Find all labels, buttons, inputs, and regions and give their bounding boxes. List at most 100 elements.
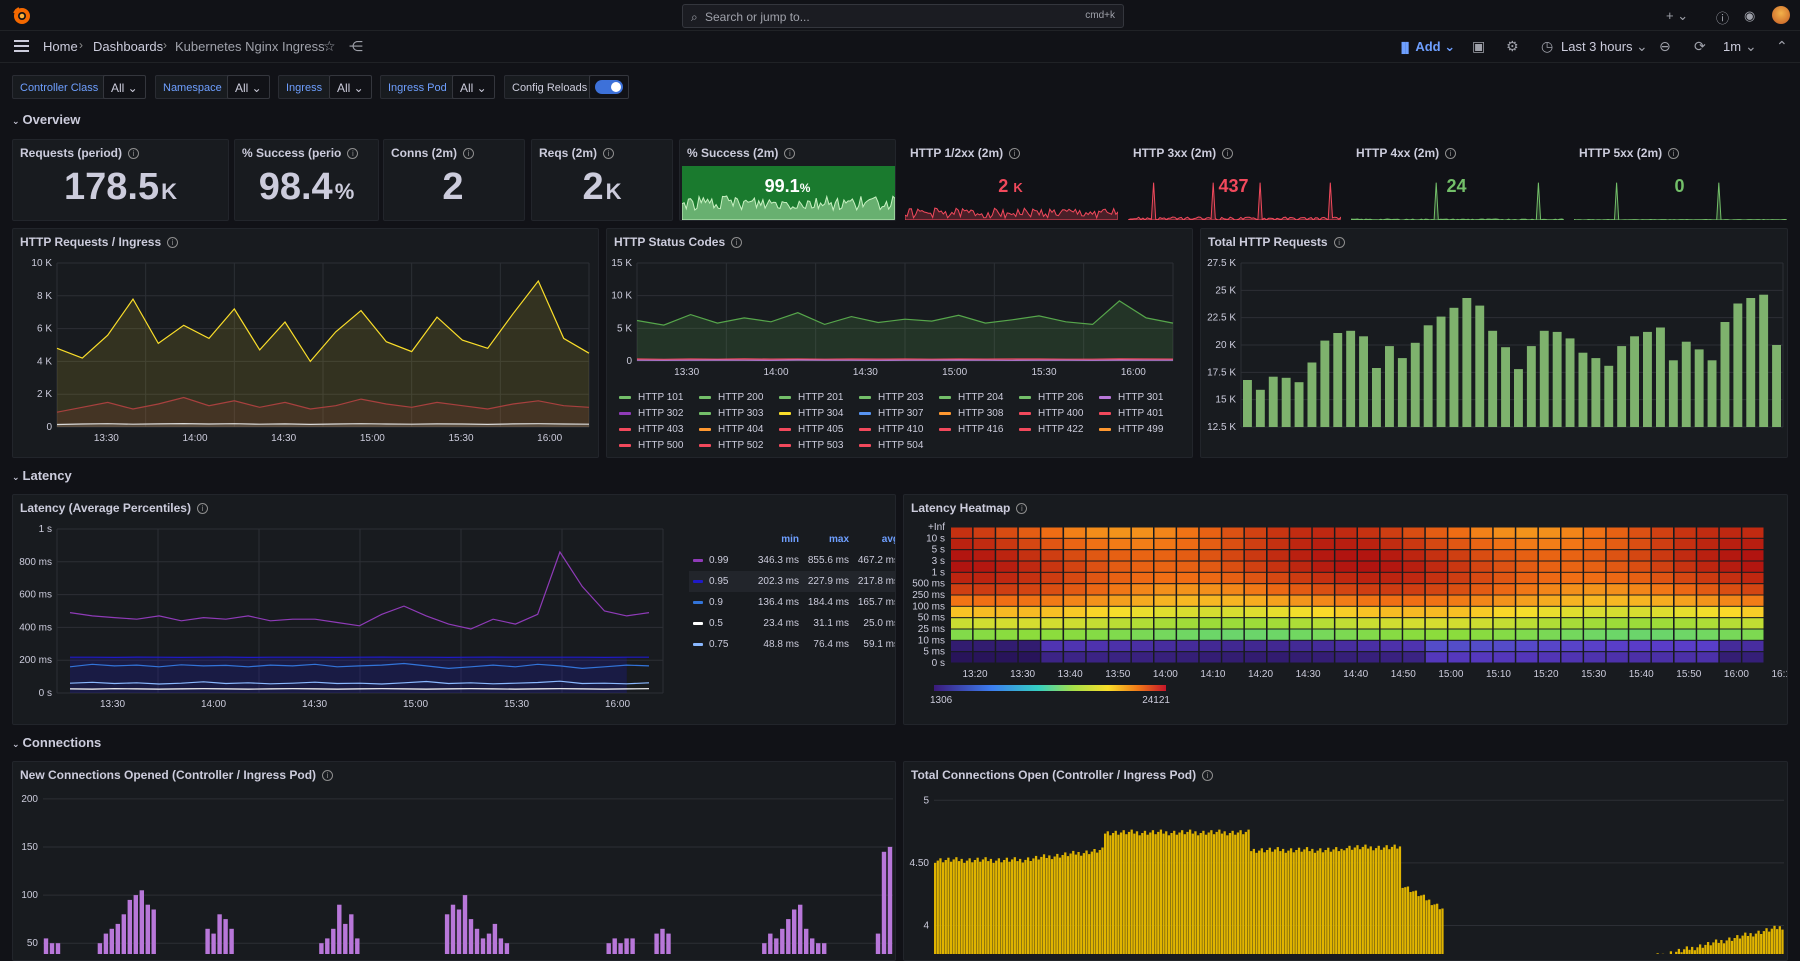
legend-item[interactable]: HTTP 302 (619, 406, 699, 422)
info-icon[interactable]: i (347, 148, 358, 159)
settings-gear-icon[interactable]: ⚙ (1506, 38, 1519, 55)
legend-item[interactable]: HTTP 303 (699, 406, 779, 422)
spark-panel-http-4xx[interactable]: HTTP 4xx (2m)i 24 (1348, 139, 1565, 221)
share-icon[interactable]: ⋲ (349, 38, 363, 55)
legend-item[interactable]: HTTP 504 (859, 438, 939, 454)
bar (1351, 850, 1353, 954)
heatmap-cell (974, 528, 995, 538)
grafana-logo-icon[interactable] (12, 6, 32, 26)
help-icon[interactable]: ⓘ (1716, 8, 1729, 27)
stat-panel-conns[interactable]: Conns (2m)i 2 (383, 139, 525, 221)
legend-item[interactable]: HTTP 307 (859, 406, 939, 422)
info-icon[interactable]: i (1016, 503, 1027, 514)
spark-panel-http-3xx[interactable]: HTTP 3xx (2m)i 437 (1125, 139, 1342, 221)
row-header-overview[interactable]: ⌄Overview (12, 112, 80, 127)
refresh-icon[interactable]: ⟳ (1694, 38, 1706, 55)
col-header-max[interactable]: max (829, 529, 849, 550)
legend-item[interactable]: HTTP 503 (779, 438, 859, 454)
legend-item[interactable]: HTTP 200 (699, 390, 779, 406)
star-icon[interactable]: ☆ (323, 38, 336, 55)
refresh-interval[interactable]: 1m (1723, 39, 1741, 54)
legend-item[interactable]: HTTP 301 (1099, 390, 1179, 406)
col-header-avg[interactable]: avg (882, 529, 896, 550)
menu-toggle-icon[interactable] (14, 40, 29, 52)
legend-item[interactable]: HTTP 502 (699, 438, 779, 454)
legend-item[interactable]: HTTP 304 (779, 406, 859, 422)
legend-item[interactable]: HTTP 405 (779, 422, 859, 438)
info-icon[interactable]: i (322, 770, 333, 781)
info-icon[interactable]: i (197, 503, 208, 514)
legend-item[interactable]: HTTP 499 (1099, 422, 1179, 438)
legend-item[interactable]: HTTP 403 (619, 422, 699, 438)
add-button[interactable]: ▐▌ Add ⌄ (1398, 39, 1455, 55)
spark-panel-http-1-2xx[interactable]: HTTP 1/2xx (2m)i 2 K (902, 139, 1119, 221)
legend-item[interactable]: HTTP 410 (859, 422, 939, 438)
stat-panel-requests-period[interactable]: Requests (period)i 178.5K (12, 139, 229, 221)
collapse-up-icon[interactable]: ⌃ (1776, 38, 1788, 55)
info-icon[interactable]: i (731, 237, 742, 248)
legend-item[interactable]: HTTP 416 (939, 422, 1019, 438)
var-select-ingress[interactable]: All ⌄ (329, 75, 372, 99)
info-icon[interactable]: i (1009, 148, 1020, 159)
panel-total-connections[interactable]: Total Connections Open (Controller / Ing… (903, 761, 1788, 961)
var-select-namespace[interactable]: All ⌄ (227, 75, 270, 99)
info-icon[interactable]: i (784, 148, 795, 159)
row-header-latency[interactable]: ⌄Latency (12, 468, 72, 483)
info-icon[interactable]: i (1334, 237, 1345, 248)
chevron-down-icon[interactable]: ⌄ (1745, 38, 1757, 55)
config-reloads-toggle[interactable] (595, 80, 623, 94)
info-icon[interactable]: i (1668, 148, 1679, 159)
time-range-picker[interactable]: Last 3 hours (1561, 39, 1633, 54)
legend-item[interactable]: HTTP 308 (939, 406, 1019, 422)
user-avatar[interactable] (1772, 6, 1790, 24)
legend-item[interactable]: HTTP 404 (699, 422, 779, 438)
legend-item[interactable]: HTTP 203 (859, 390, 939, 406)
info-icon[interactable]: i (603, 148, 614, 159)
save-icon[interactable]: ▣ (1472, 38, 1485, 55)
legend-item[interactable]: HTTP 422 (1019, 422, 1099, 438)
var-select-controller-class[interactable]: All ⌄ (103, 75, 146, 99)
legend-item[interactable]: HTTP 101 (619, 390, 699, 406)
legend-item[interactable]: HTTP 500 (619, 438, 699, 454)
news-rss-icon[interactable]: ◉ (1744, 8, 1755, 24)
info-icon[interactable]: i (167, 237, 178, 248)
panel-new-connections[interactable]: New Connections Opened (Controller / Ing… (12, 761, 896, 961)
bar (1744, 933, 1746, 954)
info-icon[interactable]: i (1202, 770, 1213, 781)
col-header-min[interactable]: min (781, 529, 799, 550)
legend-item[interactable]: HTTP 206 (1019, 390, 1099, 406)
legend-item[interactable]: HTTP 400 (1019, 406, 1099, 422)
bar (1779, 926, 1781, 954)
spark-panel-success-2m[interactable]: % Success (2m)i 99.1% (679, 139, 896, 221)
info-icon[interactable]: i (1445, 148, 1456, 159)
spark-panel-http-5xx[interactable]: HTTP 5xx (2m)i 0 (1571, 139, 1788, 221)
breadcrumb-home[interactable]: Home (43, 39, 78, 54)
legend-item[interactable]: HTTP 401 (1099, 406, 1179, 422)
info-icon[interactable]: i (128, 148, 139, 159)
legend-item[interactable]: HTTP 204 (939, 390, 1019, 406)
bar (1394, 845, 1396, 954)
row-header-connections[interactable]: ⌄Connections (12, 735, 101, 750)
stat-panel-reqs[interactable]: Reqs (2m)i 2K (531, 139, 673, 221)
chevron-down-icon[interactable]: ⌄ (1636, 38, 1648, 55)
legend-item[interactable]: HTTP 201 (779, 390, 859, 406)
new-plus-icon[interactable]: + ⌄ (1666, 8, 1688, 24)
bar (475, 929, 479, 954)
info-icon[interactable]: i (463, 148, 474, 159)
zoom-out-icon[interactable]: ⊖ (1659, 38, 1671, 55)
search-input[interactable]: ⌕ Search or jump to... cmd+k (682, 4, 1124, 28)
breadcrumb-dashboards[interactable]: Dashboards (93, 39, 163, 54)
var-select-ingress-pod[interactable]: All ⌄ (452, 75, 495, 99)
info-icon[interactable]: i (1222, 148, 1233, 159)
